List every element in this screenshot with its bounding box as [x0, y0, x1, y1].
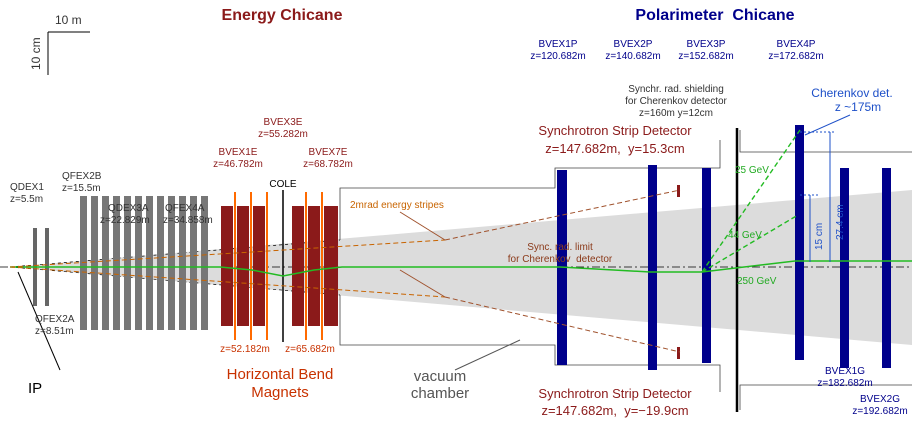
shielding: Synchr. rad. shielding — [628, 84, 724, 95]
strip-bottom: z=147.682m, y=−19.9cm — [541, 403, 688, 418]
cherenkov: z ~175m — [835, 100, 881, 114]
energy-title: Energy Chicane — [222, 7, 343, 24]
ip: IP — [28, 380, 42, 397]
energy: 250 GeV — [737, 276, 777, 287]
scale-y: 10 cm — [29, 37, 43, 70]
scale-x: 10 m — [55, 13, 82, 27]
sync-limit: Sync. rad. limit — [527, 242, 593, 253]
label: QFEX4A — [165, 203, 205, 214]
cherenkov: Cherenkov det. — [811, 86, 892, 100]
label: BVEX1E — [219, 147, 258, 158]
bend-label: Magnets — [251, 384, 309, 401]
sync-limit: for Cherenkov detector — [508, 254, 613, 265]
label: z=55.282m — [258, 129, 308, 140]
label: z=140.682m — [605, 51, 660, 62]
strip-top: z=147.682m, y=15.3cm — [545, 141, 684, 156]
label: BVEX3P — [687, 39, 726, 50]
label: z=68.782m — [303, 159, 353, 170]
label: z=22.829m — [100, 215, 150, 226]
label: z=34.858m — [163, 215, 213, 226]
label: BVEX2G — [860, 394, 900, 405]
label: z=172.682m — [768, 51, 823, 62]
chamber: vacuum — [414, 368, 467, 385]
label: QFEX2B — [62, 171, 102, 182]
shielding: for Cherenkov detector — [625, 96, 727, 107]
label: z=152.682m — [678, 51, 733, 62]
distance: 15 cm — [814, 223, 825, 250]
label: z=5.5m — [10, 194, 43, 205]
strip-top: Synchrotron Strip Detector — [538, 123, 692, 138]
polarimeter-title: Polarimeter Chicane — [635, 7, 794, 24]
stripes: 2mrad energy stripes — [350, 200, 444, 211]
shielding: z=160m y=12cm — [639, 108, 713, 119]
label: z=120.682m — [530, 51, 585, 62]
label: BVEX3E — [264, 117, 303, 128]
label: z=46.782m — [213, 159, 263, 170]
label: z=182.682m — [817, 378, 872, 389]
cole: COLE — [269, 179, 297, 190]
bend-z: z=65.682m — [285, 344, 335, 355]
chamber: chamber — [411, 385, 469, 402]
label: QFEX2A — [35, 314, 75, 325]
label: BVEX2P — [614, 39, 653, 50]
label: z=8.51m — [35, 326, 74, 337]
label: z=15.5m — [62, 183, 101, 194]
label: z=192.682m — [852, 406, 907, 417]
energy: 44 GeV — [728, 230, 762, 241]
distance: 27.4 cm — [835, 204, 846, 240]
energy: 25 GeV — [735, 165, 769, 176]
label: BVEX1G — [825, 366, 865, 377]
label: BVEX4P — [777, 39, 816, 50]
label: BVEX7E — [309, 147, 348, 158]
label: BVEX1P — [539, 39, 578, 50]
label: QDEX1 — [10, 182, 44, 193]
strip-bottom: Synchrotron Strip Detector — [538, 386, 692, 401]
bend-z: z=52.182m — [220, 344, 270, 355]
bend-label: Horizontal Bend — [227, 366, 334, 383]
drawing — [0, 31, 912, 412]
label: QDEX3A — [108, 203, 149, 214]
